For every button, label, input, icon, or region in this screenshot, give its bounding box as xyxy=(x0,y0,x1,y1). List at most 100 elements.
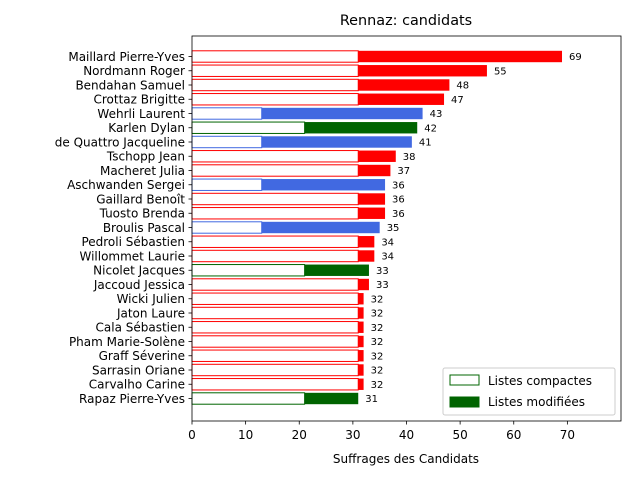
data-label: 32 xyxy=(371,294,384,305)
bar-compactes xyxy=(191,321,359,334)
category-label: Graff Séverine xyxy=(99,349,185,363)
x-tick-label: 60 xyxy=(506,428,521,442)
data-label: 36 xyxy=(392,180,405,191)
data-label: 37 xyxy=(397,166,410,177)
bar-compactes xyxy=(191,78,359,92)
x-tick-label: 30 xyxy=(345,428,360,442)
x-tick-label: 70 xyxy=(560,428,575,442)
data-label: 32 xyxy=(371,366,384,377)
bar-compactes xyxy=(191,64,359,77)
bar-compactes xyxy=(191,121,306,134)
data-label: 42 xyxy=(424,123,437,134)
bar-compactes xyxy=(191,264,306,277)
bar-modifiees xyxy=(358,150,396,162)
bar-compactes xyxy=(191,306,359,320)
category-label: Tschopp Jean xyxy=(106,150,185,164)
category-label: Nordmann Roger xyxy=(83,64,185,78)
bar-modifiees xyxy=(358,350,364,362)
bar-compactes xyxy=(191,192,359,206)
category-label: Karlen Dylan xyxy=(108,121,185,135)
bar-modifiees xyxy=(358,65,487,77)
legend-swatch-compactes xyxy=(449,374,480,386)
data-label: 32 xyxy=(371,323,384,334)
bar-modifiees xyxy=(358,378,364,390)
data-label: 36 xyxy=(392,209,405,220)
bar-modifiees xyxy=(358,321,364,333)
bar-compactes xyxy=(191,335,359,348)
category-label: de Quattro Jacqueline xyxy=(55,135,185,149)
category-label: Crottaz Brigitte xyxy=(93,93,185,107)
bar-modifiees xyxy=(358,293,364,305)
data-label: 55 xyxy=(494,66,507,77)
legend-label-compactes: Listes compactes xyxy=(488,374,592,388)
category-label: Rapaz Pierre-Yves xyxy=(79,392,185,406)
bar-modifiees xyxy=(261,107,423,120)
bars xyxy=(191,50,563,405)
category-label: Nicolet Jacques xyxy=(93,264,185,278)
bar-modifiees xyxy=(304,392,359,405)
data-label: 35 xyxy=(387,223,400,234)
bar-compactes xyxy=(191,249,359,263)
bar-compactes xyxy=(191,392,306,405)
bar-modifiees xyxy=(358,50,563,63)
bar-modifiees xyxy=(358,207,386,219)
legend-swatch-modifiees xyxy=(449,396,480,408)
bar-modifiees xyxy=(358,364,364,376)
bar-compactes xyxy=(191,93,359,106)
legend-label-modifiees: Listes modifiées xyxy=(488,395,585,409)
bar-compactes xyxy=(191,278,359,291)
data-label: 32 xyxy=(371,380,384,391)
x-axis-label: Suffrages des Candidats xyxy=(333,452,479,466)
bar-modifiees xyxy=(261,221,380,234)
bar-modifiees xyxy=(358,193,386,205)
plot-frame xyxy=(191,35,622,422)
category-label: Pham Marie-Solène xyxy=(69,335,185,349)
x-tick-label: 20 xyxy=(292,428,307,442)
category-label: Willommet Laurie xyxy=(79,249,185,263)
bar-compactes xyxy=(191,135,263,149)
category-label: Carvalho Carine xyxy=(89,378,185,392)
legend-frame xyxy=(442,367,616,416)
bar-compactes xyxy=(191,50,359,63)
category-label: Jaton Laure xyxy=(116,306,185,320)
category-label: Cala Sébastien xyxy=(96,321,185,335)
data-label: 43 xyxy=(430,109,443,120)
bar-modifiees xyxy=(358,79,450,91)
bar-compactes xyxy=(191,292,359,305)
bar-modifiees xyxy=(358,307,364,319)
data-label: 48 xyxy=(456,81,469,92)
data-label: 34 xyxy=(381,252,394,263)
category-label: Bendahan Samuel xyxy=(75,78,185,92)
bar-compactes xyxy=(191,378,359,391)
category-label: Gaillard Benoît xyxy=(96,192,185,206)
category-label: Jaccoud Jessica xyxy=(93,278,185,292)
bar-compactes xyxy=(191,164,359,177)
x-tick-label: 0 xyxy=(188,428,196,442)
category-label: Sarrasin Oriane xyxy=(92,363,185,377)
chart-title: Rennaz: candidats xyxy=(340,13,472,29)
x-axis: 0 10 20 30 40 50 60 70 xyxy=(188,421,575,442)
data-label: 31 xyxy=(365,394,378,405)
category-label: Macheret Julia xyxy=(100,164,185,178)
category-label: Aschwanden Sergei xyxy=(67,178,185,192)
bar-modifiees xyxy=(358,335,364,348)
data-label: 32 xyxy=(371,351,384,362)
category-label: Tuosto Brenda xyxy=(99,207,185,221)
category-label: Broulis Pascal xyxy=(103,221,185,235)
data-label: 34 xyxy=(381,237,394,248)
category-label: Wicki Julien xyxy=(117,292,185,306)
category-label: Pedroli Sébastien xyxy=(81,235,185,249)
x-tick-label: 40 xyxy=(399,428,414,442)
bar-modifiees xyxy=(304,122,418,134)
bar-compactes xyxy=(191,235,359,248)
data-label: 33 xyxy=(376,280,389,291)
bar-compactes xyxy=(191,150,359,163)
data-label: 33 xyxy=(376,266,389,277)
data-label: 36 xyxy=(392,195,405,206)
bar-modifiees xyxy=(358,250,375,262)
data-label: 41 xyxy=(419,138,432,149)
legend: Listes compactes Listes modifiées xyxy=(442,367,616,416)
x-tick-label: 10 xyxy=(238,428,253,442)
